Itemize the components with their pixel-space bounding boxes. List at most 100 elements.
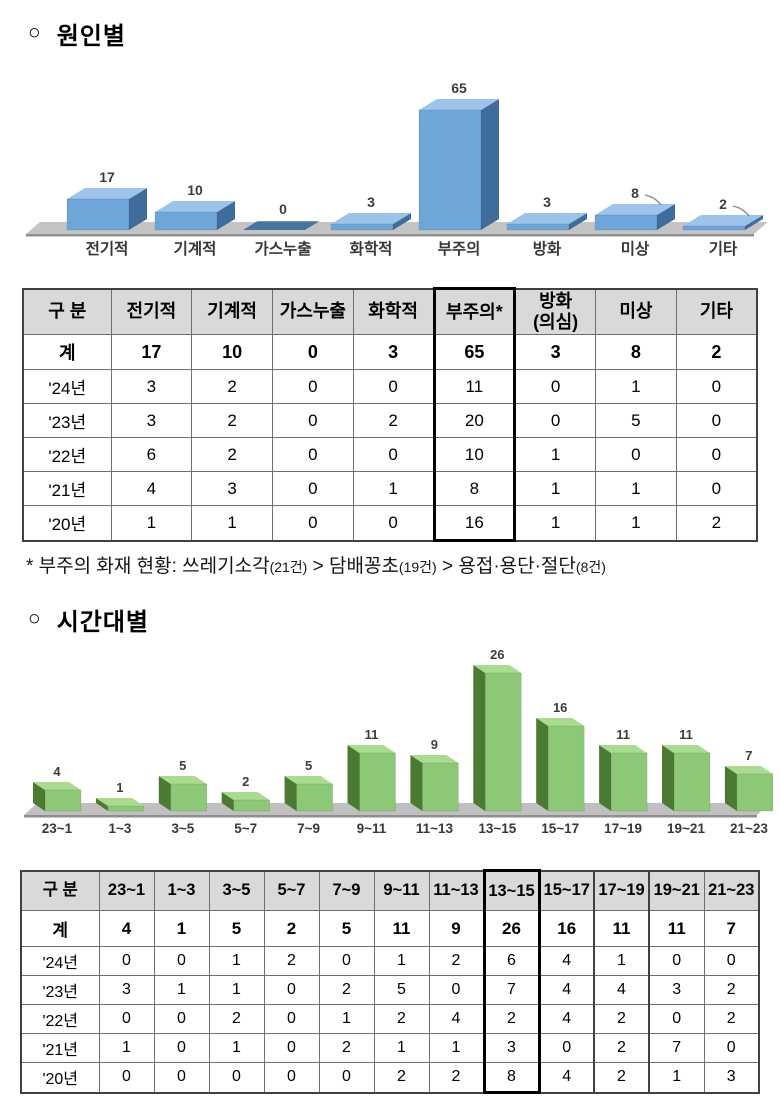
column-header: 5~7 [263,870,320,911]
column-header: 기타 [675,288,758,335]
table-cell: 4 [98,910,155,947]
bar-value-label: 26 [490,647,504,662]
bar-side-face [536,718,549,811]
bar-top-face [221,792,270,800]
table-header-row: 구 분 23~1 1~3 3~5 5~7 7~9 9~11 11~13 13~15 15~17 17… [20,869,760,911]
column-header: 전기적 [110,288,193,335]
table-cell: 3 [352,334,435,370]
bar-top-face [410,755,459,763]
note-segment: * 부주의 화재 현황: 쓰레기소각 [26,556,270,577]
table-cell: 3 [648,975,705,1005]
table-cell: 2 [352,403,435,438]
table-cell: 0 [538,1033,595,1063]
bar-top-face [95,798,144,806]
bar-기계적: 10 기계적 [154,182,235,258]
category-label: 15~17 [541,821,579,836]
table-cell: 4 [110,471,193,506]
table-cell: 0 [514,403,596,438]
row-label: 계 [20,910,100,947]
column-header: 3~5 [208,870,265,911]
bar-front-face [44,789,82,812]
table-cell: 9 [428,910,485,947]
table-cell: 16 [432,505,517,542]
table-cell: 26 [482,910,541,947]
table-cell: 2 [373,1062,430,1093]
circle-bullet-icon: ○ [28,20,42,44]
table-cell: 0 [703,946,760,976]
table-row: '22년 0 0 2 0 1 2 4 2 4 2 0 2 [20,1004,760,1034]
table-cell: 0 [675,403,758,438]
bar-11~13: 9 11~13 [410,737,459,836]
table-cell: 0 [263,975,320,1005]
table-cell: 2 [263,910,320,947]
bar-top-face [724,766,773,774]
section-title-cause-text: 원인별 [56,24,126,50]
bar-front-face [506,223,570,231]
bar-15~17: 16 15~17 [536,700,585,836]
bar-front-face [154,211,218,231]
bar-top-face [67,188,147,199]
cause-table: 구 분 전기적 기계적 가스누출 화학적 부주의* 방화 (의심) 미상 기타 계 17 10 0 3 65… [22,287,758,542]
bar-side-face [129,188,147,230]
table-cell: 1 [208,975,265,1005]
table-cell: 0 [263,1004,320,1034]
table-row: '24년 0 0 1 2 0 1 2 6 4 1 0 0 [20,946,760,976]
category-label: 방화 [533,239,562,258]
bar-top-face [662,745,710,753]
bar-front-face [485,672,522,812]
bar-top-face [284,776,333,784]
bar-side-face [569,213,587,230]
chart-floor-edge [26,234,754,237]
table-cell: 2 [675,334,758,370]
table-cell: 5 [595,403,677,438]
table-cell: 1 [110,505,193,541]
bar-side-face [724,766,737,811]
section-title-cause: ○ 원인별 [28,16,126,51]
table-cell: 1 [352,471,435,506]
bar-3~5: 5 3~5 [158,758,208,836]
table-cell: 1 [514,471,596,506]
table-cell: 5 [208,910,265,947]
category-label: 가스누출 [254,240,311,258]
label-leader-line [732,205,750,217]
table-cell: 0 [272,369,354,404]
bar-front-face [359,752,396,812]
table-cell: 2 [208,1004,265,1034]
bar-side-face [217,201,235,230]
table-cell: 2 [593,1004,650,1034]
row-label: '22년 [20,1004,100,1034]
bar-13~15: 26 13~15 [473,647,522,836]
bar-미상: 8 미상 [594,185,675,258]
section-title-time: ○ 시간대별 [28,602,149,637]
table-cell: 4 [538,1004,595,1034]
category-label: 21~23 [730,821,768,836]
column-header: 7~9 [318,870,375,911]
bar-front-face [107,805,145,812]
note-segment: (21건) [269,559,308,575]
table-cell: 7 [648,1033,705,1063]
table-cell: 1 [208,946,265,976]
bar-side-face [481,99,499,230]
bar-top-face [595,204,675,215]
table-cell: 0 [352,437,435,472]
bar-front-face [547,725,585,812]
bar-9~11: 11 9~11 [347,727,396,836]
bar-23~1: 4 23~1 [33,764,82,836]
table-cell: 0 [153,1033,210,1063]
row-label: '20년 [20,1062,100,1093]
category-label: 5~7 [234,821,257,836]
table-cell: 2 [191,437,273,472]
table-cell: 0 [98,1062,155,1093]
bar-전기적: 17 전기적 [66,169,147,258]
bar-front-face [594,214,658,231]
bar-front-face [233,799,270,812]
column-header: 23~1 [98,870,155,911]
table-cell: 0 [98,946,155,976]
row-label: '24년 [20,946,100,976]
table-cell: 1 [428,1033,485,1063]
table-cell: 1 [318,1004,375,1034]
table-cell: 1 [648,1062,705,1093]
table-cell: 0 [703,1033,760,1063]
category-label: 화학적 [350,239,393,258]
